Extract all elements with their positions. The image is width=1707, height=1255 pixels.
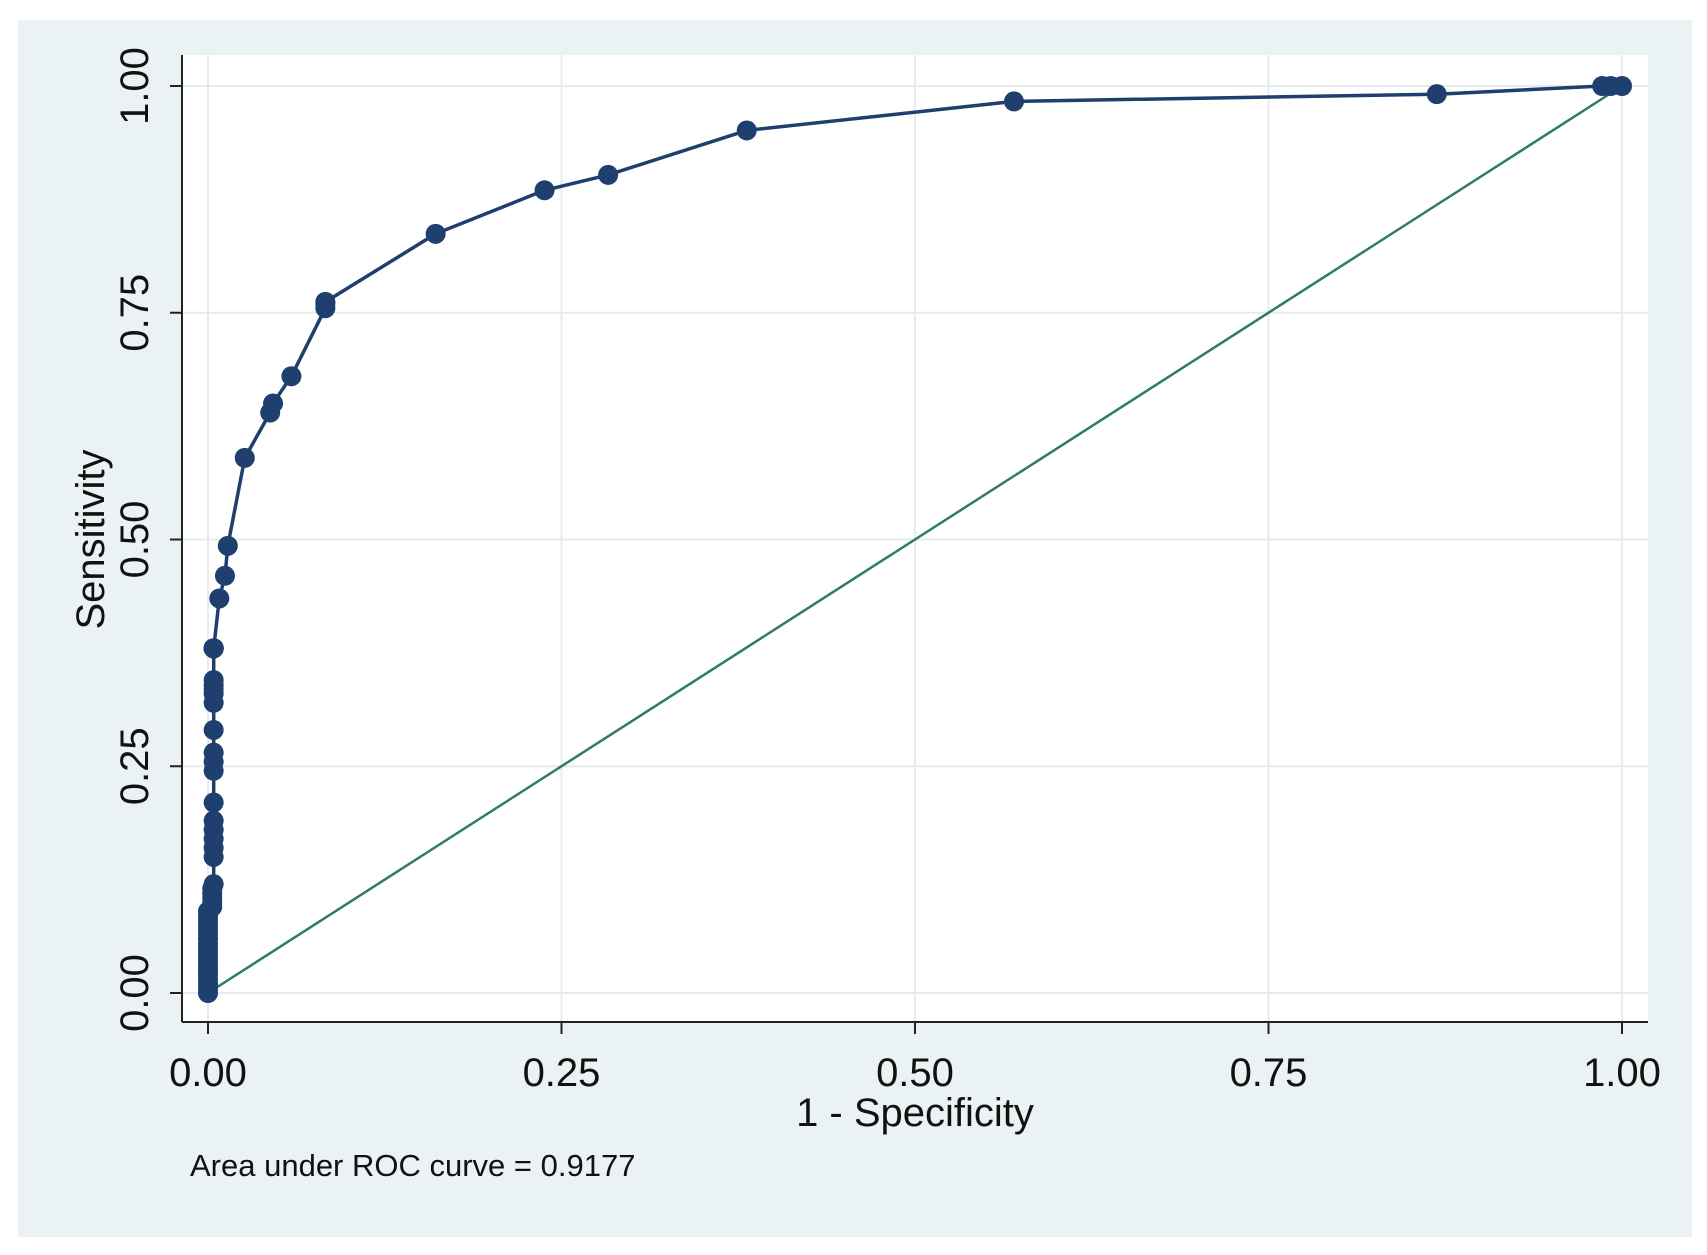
roc-point xyxy=(203,742,224,763)
roc-point xyxy=(209,588,230,609)
roc-point xyxy=(203,874,224,895)
roc-point xyxy=(736,120,757,141)
roc-point xyxy=(203,670,224,691)
roc-point xyxy=(598,164,619,185)
y-tick-label: 0.00 xyxy=(113,954,157,1032)
roc-point xyxy=(214,565,235,586)
x-tick-label: 0.50 xyxy=(876,1051,954,1095)
y-tick-label: 0.75 xyxy=(113,274,157,352)
x-tick-label: 0.75 xyxy=(1230,1051,1308,1095)
x-axis-title: 1 - Specificity xyxy=(796,1091,1034,1135)
auc-note: Area under ROC curve = 0.9177 xyxy=(190,1148,635,1183)
roc-point xyxy=(203,638,224,659)
x-tick-label: 1.00 xyxy=(1583,1051,1661,1095)
x-tick-label: 0.00 xyxy=(169,1051,247,1095)
x-tick-labels: 0.00 0.25 0.50 0.75 1.00 xyxy=(169,1051,1661,1095)
roc-point xyxy=(203,792,224,813)
y-tick-label: 0.50 xyxy=(113,501,157,579)
roc-point xyxy=(425,223,446,244)
axes xyxy=(170,55,1648,1034)
roc-curve xyxy=(198,76,1632,1003)
roc-point xyxy=(534,180,555,201)
roc-point xyxy=(217,535,238,556)
roc-point xyxy=(315,291,336,312)
roc-point xyxy=(263,393,284,414)
y-tick-label: 1.00 xyxy=(113,47,157,125)
roc-point xyxy=(1612,76,1632,96)
y-tick-label: 0.25 xyxy=(113,727,157,805)
roc-point xyxy=(234,447,255,468)
roc-point xyxy=(1003,91,1024,112)
roc-point xyxy=(1426,84,1447,105)
reference-line xyxy=(207,84,1623,995)
y-axis-title: Sensitivity xyxy=(69,449,113,629)
roc-point xyxy=(281,366,302,387)
diagonal-reference-line xyxy=(207,84,1623,995)
roc-point xyxy=(203,810,224,831)
y-tick-labels: 0.00 0.25 0.50 0.75 1.00 xyxy=(113,47,157,1032)
x-tick-label: 0.25 xyxy=(523,1051,601,1095)
roc-point xyxy=(203,719,224,740)
